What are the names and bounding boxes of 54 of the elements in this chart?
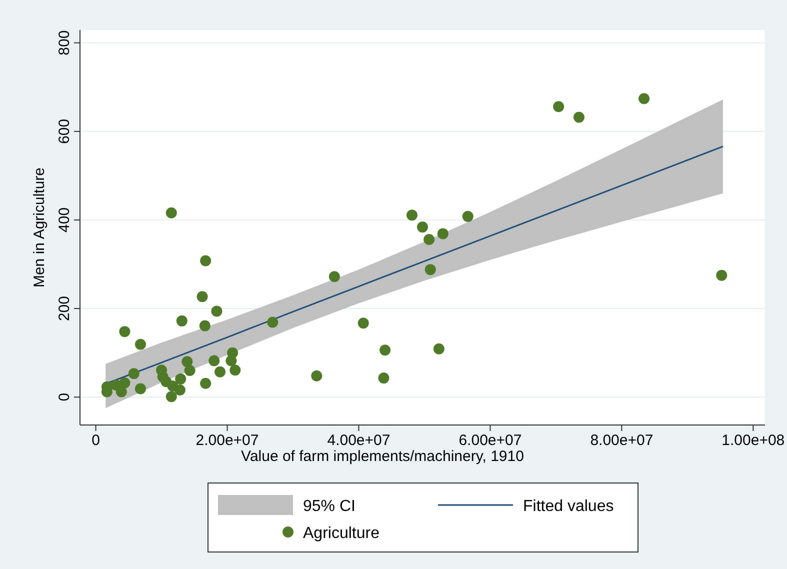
x-tick-label: 6.00e+07	[458, 432, 522, 449]
point	[553, 101, 564, 112]
x-tick-label: 1.00e+08	[722, 432, 785, 449]
point	[573, 112, 584, 123]
point	[184, 365, 196, 376]
point	[406, 210, 418, 221]
point	[230, 364, 241, 376]
legend-label: Agriculture	[303, 525, 380, 542]
y-tick-label: 600	[56, 118, 73, 144]
point	[196, 291, 208, 302]
point	[128, 368, 140, 380]
point	[311, 370, 322, 382]
y-tick-label: 800	[56, 30, 73, 56]
point	[328, 271, 340, 282]
point	[182, 356, 193, 368]
point	[417, 222, 428, 233]
point	[267, 316, 278, 328]
point	[119, 326, 130, 338]
point	[134, 383, 146, 394]
point	[166, 207, 177, 218]
point	[175, 373, 186, 384]
point	[208, 355, 220, 366]
point	[211, 306, 222, 317]
point	[716, 270, 728, 281]
point	[226, 355, 237, 366]
point	[200, 255, 212, 266]
point	[134, 338, 146, 350]
point	[358, 318, 369, 329]
x-tick-label: 4.00e+07	[327, 432, 390, 449]
point	[200, 378, 212, 389]
point	[424, 234, 435, 245]
point	[462, 210, 474, 222]
point	[638, 93, 650, 104]
y-tick-label: 200	[56, 296, 73, 322]
point	[433, 343, 444, 354]
point	[424, 264, 436, 276]
x-tick-label: 8.00e+07	[590, 432, 654, 449]
y-axis-title: Men in Agriculture	[31, 167, 48, 288]
y-tick-label: 0	[56, 392, 73, 402]
point	[378, 372, 390, 384]
point	[176, 315, 188, 326]
point	[380, 344, 391, 356]
point	[214, 366, 226, 378]
x-tick-label: 0	[92, 432, 100, 449]
legend-label: Fitted values	[523, 498, 614, 515]
x-tick-label: 2.00e+07	[196, 432, 259, 449]
text: 95% CI	[303, 498, 356, 515]
point	[174, 384, 186, 396]
point	[199, 320, 210, 332]
y-tick-label: 400	[56, 207, 73, 232]
x-axis-title: Value of farm implements/machinery, 1910	[241, 448, 524, 465]
point	[116, 386, 127, 398]
point	[166, 391, 177, 402]
point	[437, 228, 448, 240]
